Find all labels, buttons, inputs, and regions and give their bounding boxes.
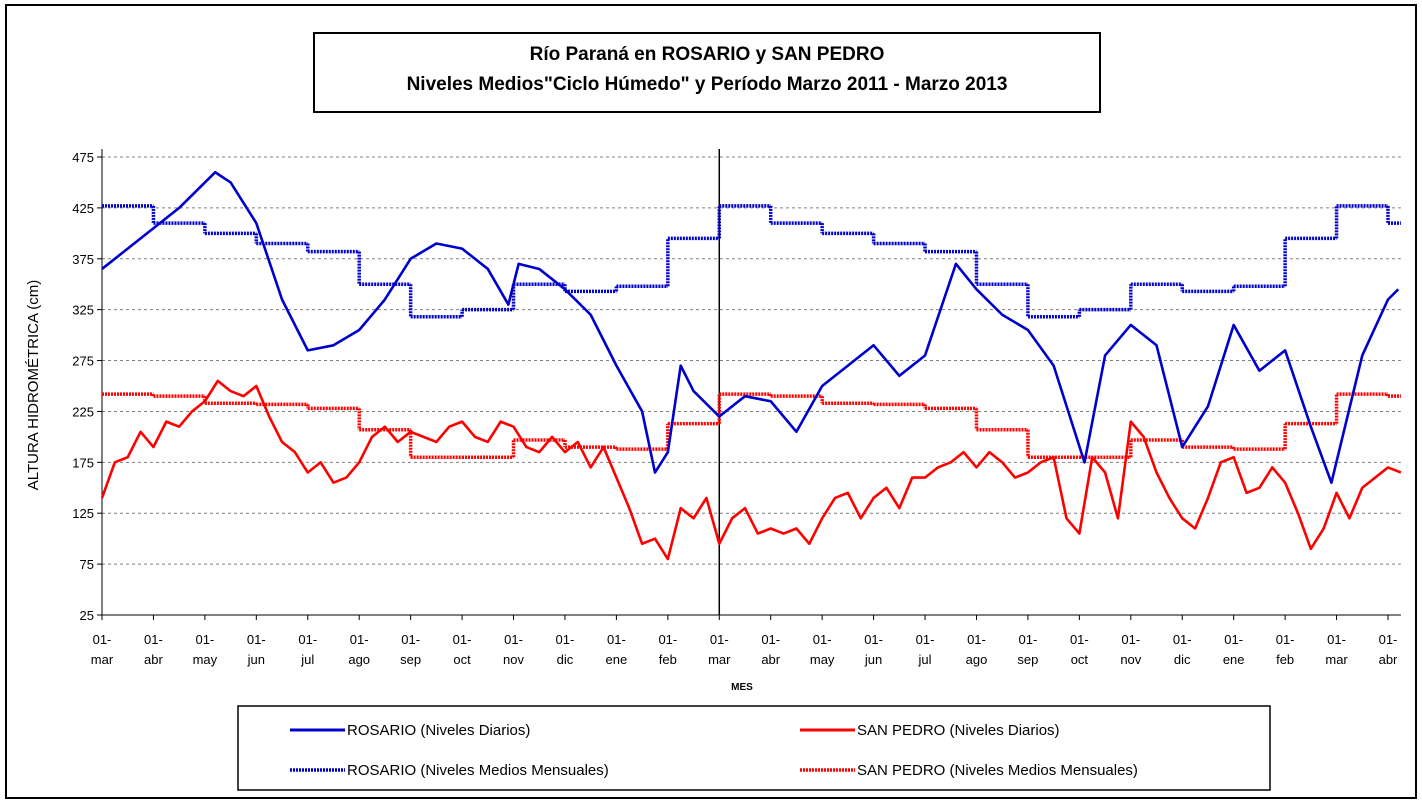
x-tick-label: 01-abr [144,632,163,667]
x-tick-label: 01-mar [1325,632,1348,667]
x-tick-label: 01-sep [400,632,421,667]
x-tick-label: 01-ago [348,632,370,667]
y-tick-label: 125 [72,506,94,521]
x-tick-label: 01-sep [1017,632,1038,667]
x-tick-label: 01-ene [606,632,628,667]
x-tick-label: 01-oct [1070,632,1089,667]
y-tick-label: 225 [72,404,94,419]
x-tick-label: 01-feb [1276,632,1295,667]
x-tick-label: 01-mar [708,632,731,667]
y-tick-label: 275 [72,354,94,369]
x-tick-label: 01-abr [761,632,780,667]
y-tick-label: 475 [72,150,94,165]
x-tick-label: 01-abr [1379,632,1398,667]
x-tick-label: 01-feb [658,632,677,667]
chart-subtitle: Niveles Medios"Ciclo Húmedo" y Período M… [407,74,1008,95]
y-tick-label: 25 [80,608,94,623]
x-tick-label: 01-mar [91,632,114,667]
line-series [101,170,1400,484]
x-tick-label: 01-may [810,632,835,667]
legend-label: SAN PEDRO (Niveles Medios Mensuales) [857,762,1138,779]
legend-label: SAN PEDRO (Niveles Diarios) [857,722,1060,739]
x-tick-label: 01-ene [1223,632,1245,667]
y-tick-label: 425 [72,201,94,216]
x-tick-label: 01-jul [298,632,317,667]
x-tick-label: 01-jun [864,632,883,667]
plot-area [102,149,1401,615]
title-box [313,32,1101,113]
y-tick-label: 75 [80,557,94,572]
chart-title: Río Paraná en ROSARIO y SAN PEDRO [530,44,885,65]
x-tick-label: 01-may [193,632,218,667]
x-tick-label: 01-nov [503,632,524,667]
y-tick-label: 325 [72,303,94,318]
legend [237,705,1271,791]
x-tick-label: 01-ago [966,632,988,667]
x-tick-label: 01-oct [453,632,472,667]
legend-label: ROSARIO (Niveles Medios Mensuales) [347,762,609,779]
x-tick-label: 01-jun [247,632,266,667]
x-tick-label: 01-dic [1173,632,1192,667]
legend-label: ROSARIO (Niveles Diarios) [347,722,530,739]
y-tick-label: 375 [72,252,94,267]
y-tick-label: 175 [72,455,94,470]
x-axis-label: MES [731,682,753,693]
y-axis-label: ALTURA HIDROMÉTRICA (cm) [25,280,42,491]
x-tick-label: 01-jul [916,632,935,667]
x-tick-label: 01-nov [1120,632,1141,667]
line-series [100,379,1402,561]
x-tick-label: 01-dic [556,632,575,667]
